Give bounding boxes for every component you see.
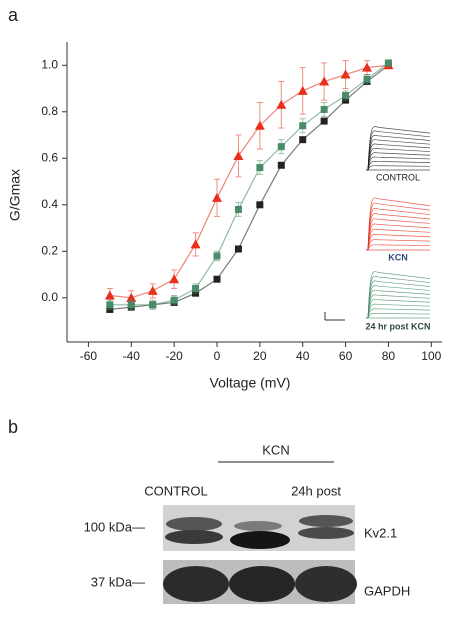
marker	[384, 59, 392, 67]
y-tick-label: 0.4	[41, 197, 58, 211]
y-tick-label: 0.6	[41, 150, 58, 164]
x-tick-label: 100	[421, 349, 441, 363]
trace	[366, 271, 431, 319]
x-tick-label: 60	[339, 349, 353, 363]
marker	[256, 201, 264, 209]
x-tick-label: -20	[165, 349, 183, 363]
trace	[366, 223, 431, 251]
marker	[190, 239, 201, 249]
x-axis-label: Voltage (mV)	[210, 375, 291, 391]
marker	[213, 252, 221, 260]
lane-label: 24h post	[291, 483, 341, 498]
x-tick-label: -40	[123, 349, 141, 363]
inset-label: KCN	[388, 252, 408, 262]
marker	[254, 120, 265, 130]
trace	[366, 202, 431, 251]
trace	[366, 165, 431, 171]
marker	[256, 164, 264, 172]
panel-label: a	[8, 5, 19, 25]
marker	[276, 99, 287, 109]
trace	[366, 244, 431, 251]
trace	[366, 294, 431, 319]
y-tick-label: 0.8	[41, 104, 58, 118]
x-tick-label: 20	[253, 349, 267, 363]
inset-label: CONTROL	[376, 172, 420, 182]
size-marker: 37 kDa—	[91, 574, 145, 589]
series-line	[109, 64, 389, 299]
trace	[366, 156, 431, 171]
marker	[192, 285, 200, 293]
marker	[320, 105, 328, 113]
protein-label: GAPDH	[364, 583, 410, 598]
x-tick-label: 80	[382, 349, 396, 363]
trace	[366, 147, 431, 171]
marker	[363, 75, 371, 83]
marker	[212, 192, 222, 202]
marker	[233, 150, 244, 160]
inset-traces	[366, 126, 431, 319]
marker	[213, 275, 221, 283]
marker	[277, 143, 285, 151]
marker	[297, 85, 308, 95]
marker	[342, 91, 350, 99]
trace	[366, 313, 431, 319]
y-tick-label: 1.0	[41, 57, 58, 71]
marker	[340, 69, 351, 79]
marker	[320, 117, 328, 125]
marker	[149, 301, 157, 309]
marker	[104, 290, 115, 300]
size-marker: 100 kDa—	[84, 519, 145, 534]
trace	[366, 275, 431, 319]
series-line	[109, 62, 389, 306]
blot	[163, 505, 357, 604]
trace	[366, 197, 431, 251]
marker	[127, 301, 135, 309]
lane-label: CONTROL	[144, 483, 208, 498]
trace	[366, 303, 431, 319]
x-tick-label: 40	[296, 349, 310, 363]
marker	[147, 285, 158, 295]
marker	[170, 296, 178, 304]
panel-label: b	[8, 417, 18, 437]
trace	[366, 130, 431, 171]
x-tick-label: 0	[214, 349, 221, 363]
trace	[366, 126, 431, 171]
inset-label: 24 hr post KCN	[365, 321, 430, 331]
marker	[299, 136, 307, 144]
marker	[277, 161, 285, 169]
group-label: KCN	[262, 442, 289, 457]
x-tick-label: -60	[80, 349, 98, 363]
y-axis-label: G/Gmax	[7, 169, 23, 221]
marker	[106, 301, 114, 309]
marker	[234, 205, 242, 213]
marker	[299, 122, 307, 130]
marker	[362, 62, 372, 72]
protein-label: Kv2.1	[364, 525, 397, 540]
trace	[366, 234, 431, 251]
y-tick-label: 0.2	[41, 243, 58, 257]
marker	[126, 292, 137, 302]
marker	[234, 245, 242, 253]
marker	[169, 274, 180, 284]
marker	[319, 76, 330, 86]
y-tick-label: 0.0	[41, 290, 58, 304]
